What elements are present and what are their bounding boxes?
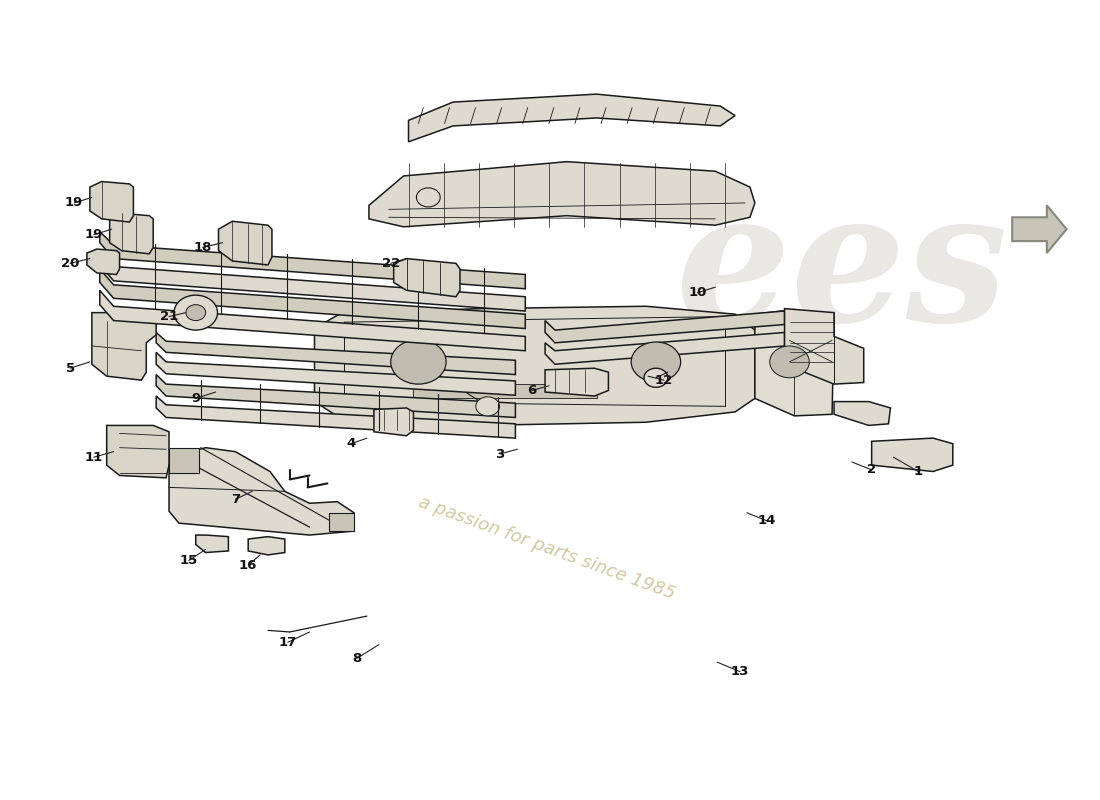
Polygon shape: [219, 222, 272, 265]
Circle shape: [186, 305, 206, 321]
Polygon shape: [546, 311, 784, 342]
Polygon shape: [156, 333, 516, 374]
Polygon shape: [156, 374, 516, 418]
Polygon shape: [100, 231, 526, 289]
Circle shape: [644, 368, 668, 387]
Text: 3: 3: [495, 447, 504, 461]
Text: 8: 8: [352, 652, 362, 665]
Polygon shape: [110, 214, 153, 254]
Text: 12: 12: [654, 374, 673, 386]
Text: 13: 13: [730, 666, 749, 678]
Circle shape: [770, 346, 810, 378]
Text: 18: 18: [194, 241, 212, 254]
Polygon shape: [329, 513, 354, 531]
Polygon shape: [169, 448, 199, 473]
Text: 2: 2: [867, 463, 877, 477]
Polygon shape: [196, 535, 229, 553]
Text: 15: 15: [179, 554, 198, 567]
Circle shape: [417, 188, 440, 207]
Text: 22: 22: [382, 257, 399, 270]
Polygon shape: [755, 310, 834, 416]
Circle shape: [476, 397, 499, 416]
Polygon shape: [1012, 206, 1067, 253]
Polygon shape: [91, 313, 156, 380]
Polygon shape: [87, 249, 120, 274]
Text: 9: 9: [191, 392, 200, 405]
Polygon shape: [871, 438, 953, 471]
Text: 14: 14: [758, 514, 776, 527]
Polygon shape: [394, 258, 460, 297]
Text: 19: 19: [85, 228, 103, 242]
Text: 1: 1: [914, 465, 923, 478]
Polygon shape: [546, 368, 608, 396]
Polygon shape: [100, 290, 526, 350]
Polygon shape: [100, 250, 526, 311]
Circle shape: [390, 340, 447, 384]
Text: 11: 11: [85, 450, 103, 464]
Polygon shape: [107, 426, 169, 478]
Polygon shape: [156, 396, 516, 438]
Text: ees: ees: [675, 182, 1008, 359]
Polygon shape: [169, 448, 354, 535]
Text: 17: 17: [278, 636, 297, 649]
Polygon shape: [100, 269, 526, 329]
Text: 20: 20: [60, 257, 79, 270]
Polygon shape: [414, 384, 596, 398]
Polygon shape: [368, 162, 755, 227]
Text: 4: 4: [346, 437, 355, 450]
Text: 6: 6: [528, 384, 537, 397]
Polygon shape: [156, 352, 516, 395]
Polygon shape: [546, 333, 784, 364]
Polygon shape: [834, 402, 891, 426]
Polygon shape: [249, 537, 285, 555]
Text: 7: 7: [231, 493, 240, 506]
Polygon shape: [315, 306, 755, 426]
Text: a passion for parts since 1985: a passion for parts since 1985: [416, 493, 678, 602]
Text: 19: 19: [65, 197, 84, 210]
Circle shape: [174, 295, 218, 330]
Polygon shape: [374, 408, 414, 436]
Text: 16: 16: [239, 558, 257, 572]
Text: 21: 21: [160, 310, 178, 323]
Text: 10: 10: [689, 286, 706, 299]
Polygon shape: [408, 94, 735, 142]
Text: 5: 5: [66, 362, 75, 374]
Polygon shape: [784, 309, 864, 384]
Polygon shape: [90, 182, 133, 222]
Circle shape: [631, 342, 681, 382]
